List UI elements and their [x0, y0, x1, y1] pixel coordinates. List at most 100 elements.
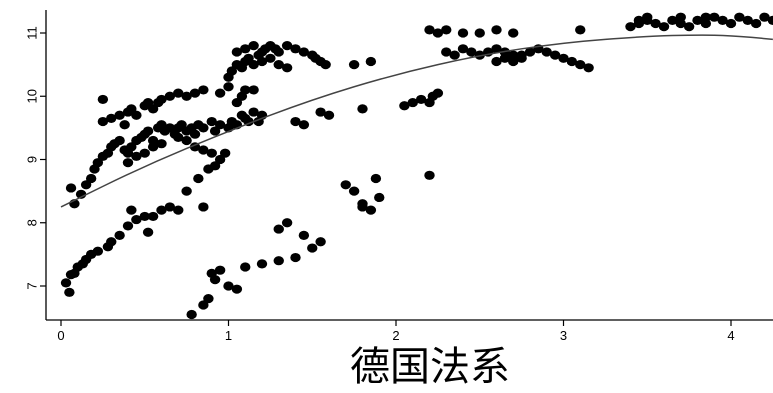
data-point: [683, 22, 695, 32]
data-point: [633, 15, 645, 25]
data-point: [214, 120, 226, 130]
data-point: [474, 28, 485, 38]
data-point: [725, 18, 737, 29]
data-point: [281, 218, 293, 228]
data-point: [541, 47, 552, 57]
data-point: [122, 158, 134, 168]
data-point: [575, 60, 586, 70]
data-point: [273, 60, 284, 70]
data-point: [583, 63, 594, 73]
data-point: [219, 148, 231, 158]
data-point: [147, 135, 159, 146]
data-point: [558, 53, 569, 63]
data-point: [474, 50, 485, 60]
data-point: [307, 243, 318, 253]
x-tick-label: 1: [225, 328, 232, 343]
data-point: [223, 281, 234, 291]
data-point: [508, 28, 519, 38]
data-point: [142, 126, 154, 136]
x-tick-label: 2: [392, 328, 399, 343]
data-point: [156, 94, 167, 105]
data-point: [575, 25, 586, 35]
data-point: [432, 28, 444, 38]
data-point: [734, 12, 745, 22]
data-point: [566, 56, 578, 67]
data-point: [131, 110, 142, 120]
data-point: [189, 88, 201, 98]
data-point: [156, 205, 167, 215]
data-point: [415, 94, 427, 105]
data-point: [449, 50, 460, 60]
data-point: [139, 148, 150, 158]
data-point: [508, 50, 519, 60]
data-point: [173, 205, 184, 215]
data-point: [147, 211, 159, 222]
data-point: [206, 116, 217, 127]
y-tick-label: 8: [24, 219, 39, 226]
data-point: [315, 237, 326, 247]
data-point: [424, 170, 435, 180]
data-point: [491, 25, 502, 35]
data-point: [181, 135, 192, 146]
data-point: [759, 12, 770, 22]
data-point: [97, 94, 109, 105]
data-point: [214, 88, 226, 98]
data-point: [424, 25, 435, 35]
data-point: [65, 270, 77, 280]
data-point: [181, 186, 192, 196]
data-point: [298, 230, 310, 240]
x-tick-label: 0: [57, 328, 64, 343]
data-point: [256, 56, 268, 67]
y-tick-label: 9: [24, 156, 39, 163]
data-point: [742, 15, 753, 25]
data-point: [549, 50, 561, 60]
data-point: [142, 227, 154, 237]
data-point: [709, 12, 720, 22]
data-point: [248, 41, 259, 51]
axes: 0 1 2 3 4 7 8 9 10 11: [24, 10, 773, 343]
data-point: [198, 85, 209, 95]
data-point: [181, 91, 192, 101]
data-point: [193, 173, 204, 184]
data-point: [290, 44, 301, 54]
data-point: [114, 230, 125, 240]
data-point: [97, 116, 109, 127]
data-point: [700, 18, 712, 29]
data-point: [173, 132, 184, 142]
x-tick-label: 3: [560, 328, 567, 343]
data-point: [139, 211, 150, 222]
data-point: [767, 15, 773, 25]
data-point: [114, 110, 125, 120]
data-point: [65, 183, 77, 193]
data-point: [189, 129, 201, 139]
data-point: [126, 205, 137, 215]
data-point: [281, 63, 293, 73]
data-point: [374, 192, 385, 203]
data-point: [231, 284, 243, 294]
data-point: [186, 309, 197, 320]
data-point: [365, 205, 377, 215]
data-point: [114, 135, 125, 146]
data-point: [198, 145, 209, 155]
data-point: [667, 15, 678, 25]
data-point: [164, 91, 176, 101]
data-point: [290, 252, 301, 263]
data-points: [60, 12, 773, 320]
data-point: [206, 148, 217, 158]
data-point: [466, 47, 477, 57]
data-point: [658, 22, 670, 32]
data-point: [240, 44, 251, 54]
data-point: [273, 224, 284, 234]
data-point: [717, 15, 728, 25]
data-point: [692, 15, 703, 25]
data-point: [298, 120, 310, 130]
data-point: [248, 107, 259, 117]
data-point: [198, 300, 209, 310]
data-point: [147, 142, 159, 152]
data-point: [499, 53, 511, 63]
data-point: [92, 246, 104, 256]
data-point: [357, 202, 368, 212]
data-point: [198, 202, 209, 212]
data-point: [320, 60, 331, 70]
